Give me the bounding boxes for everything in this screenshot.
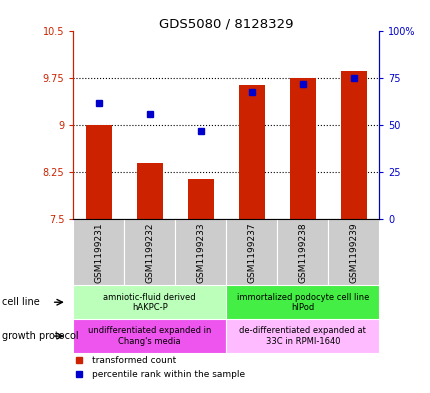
Bar	[73, 319, 226, 353]
Text: percentile rank within the sample: percentile rank within the sample	[92, 370, 244, 379]
Text: amniotic-fluid derived
hAKPC-P: amniotic-fluid derived hAKPC-P	[103, 292, 196, 312]
Text: cell line: cell line	[2, 297, 40, 307]
Text: GSM1199231: GSM1199231	[94, 223, 103, 283]
Bar	[137, 163, 162, 219]
Text: GSM1199239: GSM1199239	[348, 223, 357, 283]
Text: GSM1199237: GSM1199237	[247, 223, 256, 283]
Bar	[86, 125, 111, 219]
Text: GSM1199232: GSM1199232	[145, 223, 154, 283]
Text: transformed count: transformed count	[92, 356, 175, 365]
Bar	[340, 71, 366, 219]
Bar	[226, 319, 378, 353]
Text: de-differentiated expanded at
33C in RPMI-1640: de-differentiated expanded at 33C in RPM…	[239, 326, 366, 346]
Text: undifferentiated expanded in
Chang's media: undifferentiated expanded in Chang's med…	[88, 326, 211, 346]
Text: GSM1199233: GSM1199233	[196, 223, 205, 283]
Text: GSM1199238: GSM1199238	[298, 223, 307, 283]
Text: immortalized podocyte cell line
hIPod: immortalized podocyte cell line hIPod	[236, 292, 368, 312]
Bar	[226, 285, 378, 319]
Title: GDS5080 / 8128329: GDS5080 / 8128329	[159, 17, 293, 30]
Bar	[124, 219, 175, 285]
Bar	[175, 219, 226, 285]
Bar	[187, 179, 213, 219]
Bar	[226, 219, 276, 285]
Bar	[276, 219, 328, 285]
Bar	[328, 219, 378, 285]
Bar	[73, 285, 226, 319]
Text: growth protocol: growth protocol	[2, 331, 79, 341]
Bar	[239, 85, 264, 219]
Bar	[73, 219, 124, 285]
Bar	[289, 79, 315, 219]
